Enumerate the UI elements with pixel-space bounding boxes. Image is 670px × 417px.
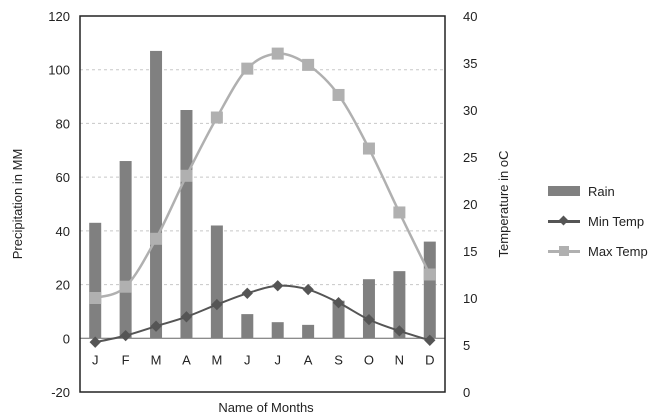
rain-bar [302,324,315,339]
x-tick-label: O [364,352,374,367]
x-tick-label: J [244,352,251,367]
plot-area [79,15,446,393]
legend-label-rain: Rain [588,183,615,199]
right-tick-label: 0 [463,385,470,400]
right-tick-label: 35 [463,56,477,71]
x-tick-label: A [182,352,191,367]
max-temp-line [94,52,431,300]
right-tick-label: 15 [463,244,477,259]
max-temp-point [180,169,193,182]
rain-bar [150,50,163,339]
min-temp-swatch [548,215,580,226]
left-tick-label: 60 [56,170,70,185]
rain-bar [271,322,284,339]
x-tick-label: J [274,352,281,367]
max-temp-point [393,206,406,219]
min-temp-point [302,283,314,296]
left-axis-title: Precipitation in MM [10,149,25,260]
min-temp-point [424,334,436,346]
legend-item-rain: Rain [548,176,648,206]
right-axis-title: Temperature in oC [496,151,511,258]
rain-swatch [548,186,580,196]
x-tick-label: D [425,352,434,367]
max-temp-point [241,62,254,75]
min-temp-line [94,284,431,344]
right-tick-label: 10 [463,291,477,306]
max-temp-point [332,88,345,101]
max-temp-point [89,292,102,304]
x-axis-title: Name of Months [218,400,314,415]
max-temp-point [362,142,375,155]
right-tick-label: 30 [463,103,477,118]
legend-item-max-temp: Max Temp [548,236,648,266]
right-tick-label: 5 [463,338,470,353]
right-tick-label: 20 [463,197,477,212]
rain-bar [180,110,193,339]
rain-bar [210,225,223,339]
right-tick-label: 25 [463,150,477,165]
right-tick-label: 40 [463,9,477,24]
legend-item-min-temp: Min Temp [548,206,648,236]
diamond-marker-icon [558,215,569,226]
rain-bar [362,279,375,339]
min-temp-point [272,280,284,292]
max-temp-point [423,268,436,281]
max-temp-point [302,58,315,71]
left-tick-label: 80 [56,116,70,131]
min-temp-point [393,325,406,337]
legend-label-min-temp: Min Temp [588,213,645,229]
x-tick-label: J [92,352,99,367]
max-temp-point [150,232,163,245]
x-tick-label: M [151,352,162,367]
x-tick-label: S [334,352,343,367]
rain-bar [241,314,254,339]
min-temp-point [180,311,193,323]
max-temp-swatch [548,246,580,256]
left-tick-label: 40 [56,224,70,239]
rain-bar [423,241,436,339]
square-marker-icon [559,246,569,256]
left-tick-label: -20 [51,385,70,400]
rain-bar [119,161,132,339]
max-temp-point [119,280,132,293]
min-temp-point [332,297,345,309]
x-tick-label: M [211,352,222,367]
right-axis-ticks: 0 5 10 15 20 25 30 35 40 [463,9,477,400]
left-tick-label: 0 [63,331,70,346]
rain-bars [89,50,436,339]
rain-bar [89,222,102,339]
max-temp-point [210,111,223,124]
rain-bar [393,271,406,339]
x-tick-label: N [395,352,404,367]
left-tick-label: 100 [48,63,70,78]
gridlines [80,69,445,339]
x-tick-label: F [122,352,130,367]
temperature-lines [89,47,436,348]
x-tick-label: A [304,352,313,367]
max-temp-point [271,47,284,60]
min-temp-point [241,287,253,299]
left-tick-label: 120 [48,9,70,24]
rain-bar [332,300,345,339]
min-temp-point [211,298,223,311]
left-tick-label: 20 [56,278,70,293]
left-axis-ticks: -20 0 20 40 60 80 100 120 [48,9,70,400]
legend-label-max-temp: Max Temp [588,243,648,259]
min-temp-point [363,313,375,326]
min-temp-point [150,320,162,332]
legend: Rain Min Temp Max Temp [548,176,648,266]
